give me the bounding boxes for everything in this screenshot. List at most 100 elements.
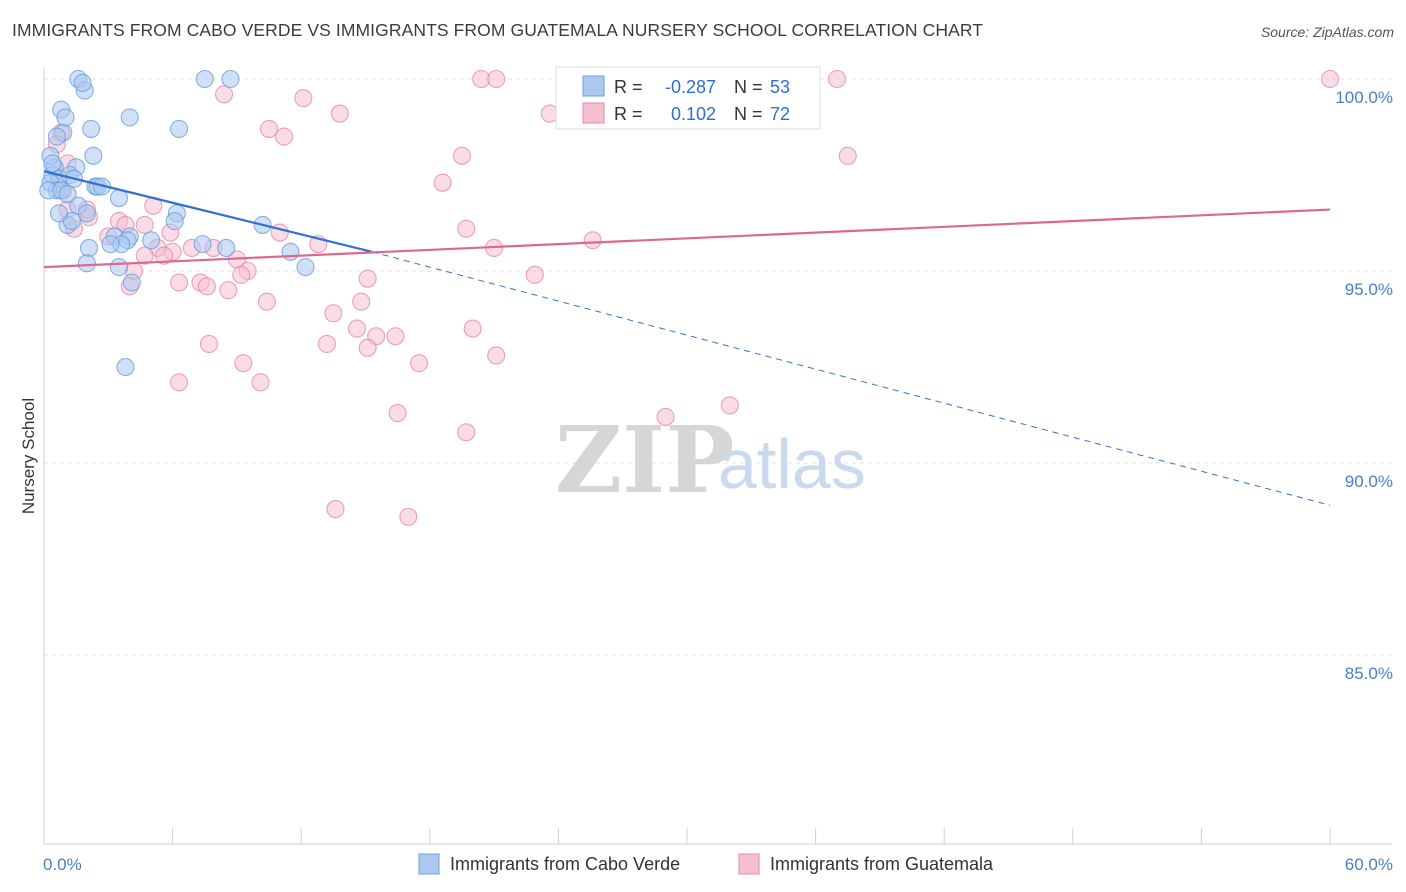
point-cabo-verde [77, 254, 96, 273]
stats-legend: R = -0.287 N = 53 R = 0.102 N = 72 [555, 66, 821, 130]
trend-line-cabo-verde [43, 170, 373, 253]
point-guatemala [169, 373, 189, 392]
point-guatemala [525, 265, 544, 284]
chart-title: IMMIGRANTS FROM CABO VERDE VS IMMIGRANTS… [12, 20, 984, 40]
series-guatemala-points [47, 69, 1340, 526]
legend-r-label-2: R = [614, 104, 643, 124]
y-tick-labels: 85.0% 90.0% 95.0% 100.0% [1335, 88, 1393, 683]
point-cabo-verde [82, 119, 101, 138]
point-cabo-verde [101, 235, 120, 254]
point-guatemala [463, 319, 482, 338]
point-cabo-verde [221, 69, 240, 89]
legend-n-label-2: N = [734, 104, 763, 124]
chart-source: Source: ZipAtlas.com [1260, 24, 1394, 40]
point-cabo-verde [142, 231, 161, 250]
point-guatemala [330, 104, 349, 123]
bottom-legend-swatch-guatemala [738, 853, 760, 875]
point-cabo-verde [281, 242, 300, 261]
point-guatemala [135, 246, 154, 265]
series-legend: Immigrants from Cabo Verde Immigrants fr… [418, 853, 994, 875]
x-tick-label-max: 60.0% [1345, 855, 1393, 874]
watermark: ZIP atlas [555, 406, 866, 514]
point-guatemala [838, 146, 857, 165]
point-guatemala [169, 273, 189, 292]
point-guatemala [257, 292, 276, 311]
point-cabo-verde [296, 258, 315, 277]
bottom-legend-swatch-cabo-verde [418, 853, 440, 875]
point-guatemala [135, 215, 154, 234]
bottom-legend-label-cabo-verde: Immigrants from Cabo Verde [450, 854, 680, 874]
point-guatemala [452, 146, 472, 165]
trend-lines [43, 170, 1331, 506]
point-cabo-verde [122, 273, 141, 292]
point-guatemala [720, 396, 739, 415]
point-cabo-verde [73, 73, 92, 92]
point-cabo-verde [195, 69, 214, 89]
point-cabo-verde [79, 238, 99, 258]
point-guatemala [347, 319, 366, 338]
point-cabo-verde [217, 238, 236, 258]
point-cabo-verde [56, 108, 75, 127]
point-guatemala [399, 507, 418, 526]
point-guatemala [386, 327, 405, 346]
point-guatemala [232, 265, 251, 284]
point-cabo-verde [120, 108, 139, 127]
point-cabo-verde [49, 204, 69, 223]
point-guatemala [358, 269, 377, 288]
y-tick-label: 90.0% [1345, 472, 1393, 491]
trend-line-guatemala [43, 208, 1331, 269]
point-guatemala [214, 85, 234, 104]
legend-n-value-2: 72 [770, 104, 790, 124]
point-cabo-verde [193, 235, 212, 254]
point-guatemala [457, 219, 476, 238]
point-guatemala [259, 119, 279, 138]
point-guatemala [487, 346, 506, 365]
y-tick-label: 95.0% [1345, 280, 1393, 299]
point-cabo-verde [84, 146, 103, 165]
legend-swatch-cabo-verde [582, 75, 605, 97]
point-guatemala [1320, 69, 1340, 89]
x-tick-label-min: 0.0% [43, 855, 82, 874]
point-cabo-verde [109, 258, 129, 277]
point-guatemala [583, 231, 602, 250]
legend-swatch-guatemala [582, 102, 605, 124]
point-guatemala [199, 334, 219, 354]
gridlines [44, 78, 1392, 656]
point-cabo-verde [47, 127, 66, 146]
point-guatemala [294, 89, 313, 108]
legend-r-value-2: 0.102 [671, 104, 716, 124]
point-cabo-verde [165, 212, 184, 231]
point-guatemala [154, 246, 174, 265]
point-guatemala [388, 404, 407, 423]
y-axis-title: Nursery School [19, 398, 38, 514]
legend-r-value-1: -0.287 [665, 77, 716, 97]
point-guatemala [197, 277, 216, 296]
y-tick-label: 100.0% [1335, 88, 1393, 107]
bottom-legend-label-guatemala: Immigrants from Guatemala [770, 854, 994, 874]
x-tick-labels: 0.0% 60.0% [43, 855, 1393, 874]
point-cabo-verde [169, 119, 189, 138]
point-guatemala [472, 69, 491, 89]
point-guatemala [275, 127, 294, 146]
y-tick-label: 85.0% [1345, 664, 1393, 683]
trend-line-cabo-verde-extension [371, 251, 1331, 506]
point-cabo-verde [43, 154, 62, 173]
point-cabo-verde [116, 357, 135, 377]
legend-n-label-1: N = [734, 77, 763, 97]
point-guatemala [251, 373, 270, 392]
point-guatemala [433, 173, 452, 192]
point-guatemala [219, 281, 238, 300]
point-guatemala [352, 292, 371, 311]
point-guatemala [358, 338, 377, 357]
axes [43, 67, 1392, 845]
point-guatemala [234, 354, 253, 373]
point-cabo-verde [77, 204, 96, 223]
point-guatemala [827, 69, 847, 89]
legend-r-label-1: R = [614, 77, 643, 97]
point-cabo-verde [58, 185, 77, 204]
watermark-zip: ZIP [555, 406, 734, 514]
point-guatemala [324, 304, 343, 323]
watermark-atlas: atlas [718, 425, 866, 503]
legend-n-value-1: 53 [770, 77, 790, 97]
